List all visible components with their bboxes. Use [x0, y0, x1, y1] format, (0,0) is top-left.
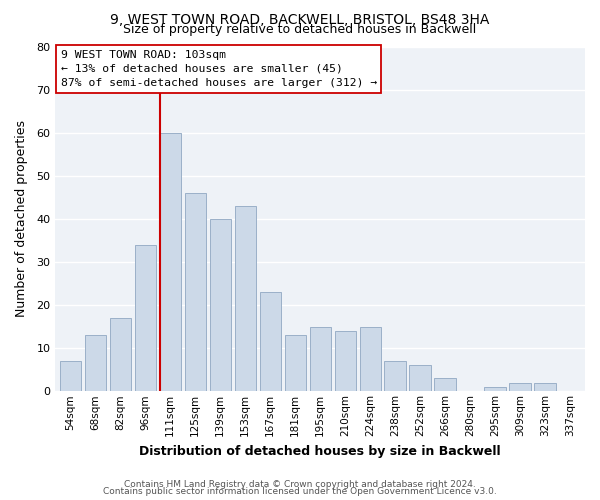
- Bar: [310, 326, 331, 392]
- Bar: [335, 331, 356, 392]
- Bar: [134, 244, 156, 392]
- Bar: [535, 382, 556, 392]
- Bar: [185, 193, 206, 392]
- Bar: [409, 366, 431, 392]
- Bar: [59, 361, 81, 392]
- Text: Contains public sector information licensed under the Open Government Licence v3: Contains public sector information licen…: [103, 487, 497, 496]
- Bar: [385, 361, 406, 392]
- Text: Contains HM Land Registry data © Crown copyright and database right 2024.: Contains HM Land Registry data © Crown c…: [124, 480, 476, 489]
- Text: Size of property relative to detached houses in Backwell: Size of property relative to detached ho…: [124, 22, 476, 36]
- Y-axis label: Number of detached properties: Number of detached properties: [15, 120, 28, 318]
- Bar: [509, 382, 530, 392]
- Text: 9, WEST TOWN ROAD, BACKWELL, BRISTOL, BS48 3HA: 9, WEST TOWN ROAD, BACKWELL, BRISTOL, BS…: [110, 12, 490, 26]
- Bar: [484, 387, 506, 392]
- Bar: [160, 132, 181, 392]
- Bar: [284, 335, 306, 392]
- Bar: [235, 206, 256, 392]
- X-axis label: Distribution of detached houses by size in Backwell: Distribution of detached houses by size …: [139, 444, 501, 458]
- Bar: [209, 219, 231, 392]
- Bar: [85, 335, 106, 392]
- Bar: [359, 326, 381, 392]
- Bar: [260, 292, 281, 392]
- Bar: [434, 378, 456, 392]
- Bar: [110, 318, 131, 392]
- Text: 9 WEST TOWN ROAD: 103sqm
← 13% of detached houses are smaller (45)
87% of semi-d: 9 WEST TOWN ROAD: 103sqm ← 13% of detach…: [61, 50, 377, 88]
